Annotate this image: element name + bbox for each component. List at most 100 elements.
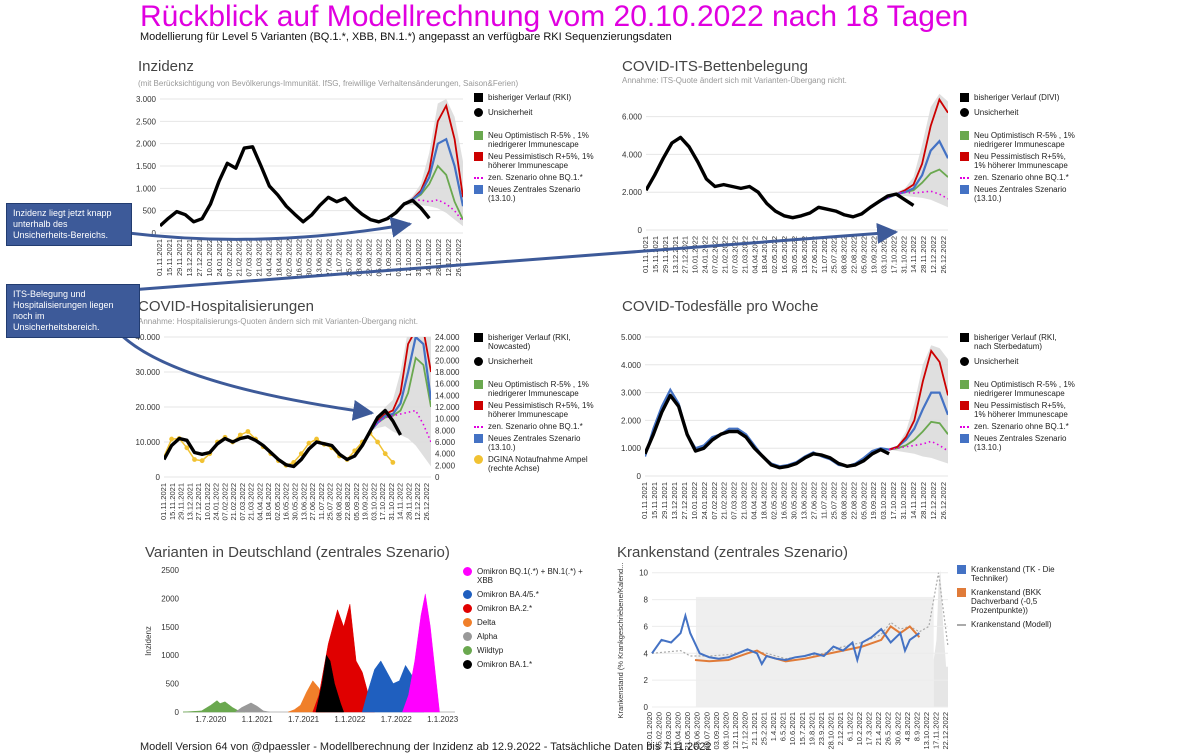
- x-tick-label: 21.03.2022: [740, 236, 749, 274]
- x-tick-label: 31.10.2022: [899, 482, 908, 520]
- dgina-point: [314, 436, 319, 442]
- dgina-point: [367, 430, 373, 436]
- x-tick-label: 13.12.2021: [671, 236, 680, 274]
- dgina-point: [321, 441, 327, 447]
- series-central: [369, 337, 431, 433]
- legend-swatch: [474, 108, 483, 117]
- y-tick-label: 2000: [161, 594, 179, 603]
- legend-label: bisheriger Verlauf (RKI): [488, 93, 572, 102]
- legend-item: Neu Optimistisch R-5% , 1% niedrigerer I…: [960, 380, 1075, 398]
- legend-swatch: [960, 380, 969, 389]
- x-tick-label: 17.11.2022: [932, 712, 941, 749]
- legend-label: Neu Pessimistisch R+5%, 1% höherer Immun…: [488, 152, 594, 170]
- area-wildtyp: [182, 700, 245, 713]
- x-tick-label: 01.11.2021: [155, 239, 164, 276]
- y-tick-label: 500: [143, 207, 157, 216]
- legend-label: Delta: [477, 618, 496, 627]
- x-tick-label: 8.9.2022: [912, 712, 921, 741]
- legend-swatch: [474, 152, 483, 161]
- series-optimistic: [878, 168, 948, 203]
- x-tick-label: 11.07.2022: [334, 239, 343, 276]
- x-tick-label: 1.7.2022: [381, 715, 413, 724]
- dgina-point: [222, 434, 228, 440]
- y2-tick-label: 14.000: [435, 391, 460, 400]
- x-tick-label: 12.12.2022: [929, 482, 938, 520]
- legend-item: Neu Pessimistisch R+5%, 1% höherer Immun…: [474, 152, 594, 170]
- x-tick-label: 10.01.2022: [690, 482, 699, 520]
- x-tick-label: 10.01.2022: [203, 483, 212, 521]
- legend-swatch: [960, 108, 969, 117]
- dgina-point: [268, 451, 274, 457]
- series-actual: [160, 145, 431, 228]
- x-tick-label: 11.07.2022: [819, 482, 828, 519]
- legend-item: Krankenstand (BKK Dachverband (-0,5 Proz…: [957, 588, 1087, 615]
- legend-label: Unsicherheit: [974, 108, 1019, 117]
- x-tick-label: 07.02.2022: [220, 483, 229, 521]
- series-model: [651, 572, 949, 660]
- dgina-point: [375, 439, 380, 445]
- x-tick-label: 07.03.2022: [730, 236, 739, 274]
- legend-swatch: [474, 177, 483, 179]
- legend-item: Unsicherheit: [960, 357, 1075, 366]
- legend-hosp: bisheriger Verlauf (RKI, Nowcasted) Unsic…: [474, 333, 594, 476]
- series-optimistic: [395, 164, 463, 220]
- callout-its: ITS-Belegung und Hospitalisierungen lieg…: [6, 284, 140, 338]
- x-tick-label: 10.01.2022: [205, 239, 214, 277]
- x-tick-label: 28.11.2022: [919, 236, 928, 273]
- y-tick-label: 5.000: [621, 333, 642, 342]
- series-dgina: [164, 430, 394, 467]
- legend-item: Krankenstand (Modell): [957, 620, 1087, 629]
- x-tick-label: 26.12.2022: [422, 483, 431, 521]
- x-tick-label: 16.05.2022: [780, 236, 789, 274]
- x-tick-label: 30.05.2022: [790, 236, 799, 274]
- y-tick-label: 2: [644, 676, 649, 685]
- y-axis-label: Inzidenz: [144, 626, 153, 656]
- y-tick-label: 0: [637, 472, 642, 481]
- legend-swatch: [463, 567, 472, 576]
- x-tick-label: 29.11.2021: [177, 483, 186, 520]
- series-bkk: [694, 625, 921, 663]
- x-tick-label: 25.07.2022: [830, 236, 839, 274]
- legend-swatch: [463, 632, 472, 641]
- uncertainty-band: [395, 99, 463, 227]
- y2-tick-label: 8.000: [435, 426, 456, 435]
- plot-area: [646, 93, 948, 220]
- x-tick-label: 27.06.2022: [324, 239, 333, 277]
- page-title: Rückblick auf Modellrechnung vom 20.10.2…: [140, 0, 969, 33]
- area-delta: [288, 680, 326, 713]
- legend-swatch: [463, 618, 472, 627]
- x-tick-label: 19.8.2021: [807, 712, 816, 745]
- x-tick-label: 28.11.2022: [405, 483, 414, 520]
- x-tick-label: 24.01.2022: [212, 483, 221, 521]
- legend-swatch: [474, 93, 483, 102]
- x-tick-label: 05.09.2022: [352, 483, 361, 521]
- x-tick-label: 31.10.2022: [899, 236, 908, 274]
- series-no-bq1: [878, 190, 948, 203]
- legend-label: zen. Szenario ohne BQ.1.*: [974, 422, 1069, 431]
- dgina-point: [298, 451, 304, 457]
- x-tick-label: 21.02.2022: [721, 236, 730, 274]
- legend-item: zen. Szenario ohne BQ.1.*: [474, 422, 594, 431]
- series-pessimistic: [888, 348, 948, 451]
- dgina-point: [359, 439, 365, 445]
- x-tick-label: 26.5.2022: [884, 712, 893, 745]
- x-tick-label: 31.10.2022: [414, 239, 423, 277]
- x-tick-label: 26.12.2022: [454, 239, 463, 277]
- dgina-point: [352, 448, 358, 454]
- x-tick-label: 19.09.2022: [869, 482, 878, 520]
- x-tick-label: 21.1.2021: [750, 712, 759, 745]
- legend-label: bisheriger Verlauf (RKI, nach Sterbedatu…: [974, 333, 1057, 351]
- legend-label: Omikron BA.1.*: [477, 660, 533, 669]
- dgina-point: [237, 432, 243, 438]
- legend-item: DGINA Notaufnahme Ampel (rechte Achse): [474, 455, 594, 473]
- series-no-bq1: [369, 409, 431, 443]
- x-tick-label: 05.09.2022: [859, 482, 868, 520]
- legend-swatch: [463, 604, 472, 613]
- x-tick-label: 22.12.2022: [941, 712, 950, 750]
- x-tick-label: 14.11.2022: [909, 236, 918, 273]
- y2-tick-label: 16.000: [435, 380, 460, 389]
- dgina-point: [283, 462, 289, 468]
- x-tick-label: 08.08.2022: [354, 239, 363, 277]
- legend-swatch: [474, 455, 483, 464]
- x-tick-label: 11.07.2022: [820, 236, 829, 273]
